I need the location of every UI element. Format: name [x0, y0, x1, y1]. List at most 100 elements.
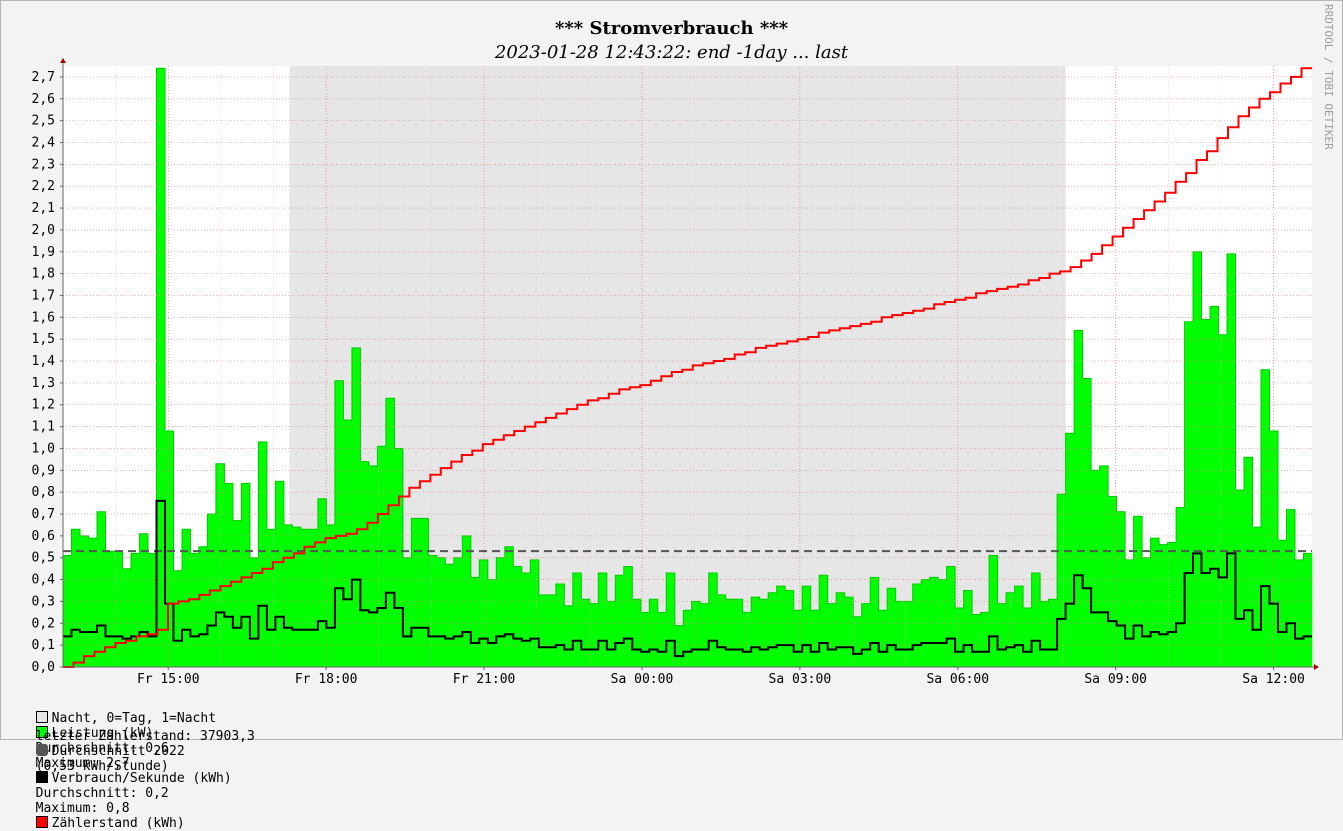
- leistung-bar: [1244, 457, 1253, 667]
- grid-lines: [63, 66, 1312, 668]
- leistung-swatch: [35, 726, 48, 738]
- y-tick-label: 1,1: [32, 420, 55, 435]
- leistung-bar: [300, 529, 310, 667]
- legend-verbrauch-max: Maximum: 0,8: [35, 801, 130, 816]
- leistung-bar: [598, 573, 608, 667]
- leistung-bar: [844, 597, 854, 667]
- leistung-bar: [164, 430, 174, 667]
- leistung-bar: [734, 599, 744, 667]
- legend-night-label: Nacht, 0=Tag, 1=Nacht: [51, 711, 217, 726]
- leistung-bar: [1048, 599, 1058, 667]
- x-axis-arrow: [1314, 664, 1319, 670]
- leistung-bar: [1108, 496, 1117, 667]
- leistung-bar: [385, 398, 395, 667]
- legend-leistung: Leistung (kW): [35, 726, 153, 741]
- leistung-bar: [1057, 494, 1066, 667]
- leistung-bar: [912, 583, 922, 667]
- leistung-bar: [649, 599, 659, 667]
- leistung-bar: [1295, 559, 1304, 667]
- y-tick-label: 1,5: [32, 332, 55, 347]
- leistung-bar: [759, 599, 769, 667]
- leistung-bar: [173, 570, 183, 667]
- chart-subtitle: 2023-01-28 12:43:22: end -1day ... last: [494, 42, 849, 63]
- leistung-bar: [725, 599, 735, 667]
- legend-zaehler: Zählerstand (kWh): [35, 816, 185, 831]
- leistung-bar: [1006, 592, 1015, 667]
- x-tick-label: Fr 21:00: [453, 672, 516, 687]
- y-tick-labels: 0,0 0,1 0,2 0,3 0,4 0,5 0,6 0,7 0,8 0,9 1,0 1,1 1,2 1…: [32, 70, 63, 675]
- leistung-bar: [1252, 527, 1262, 667]
- leistung-bar: [657, 612, 667, 667]
- leistung-bar: [802, 586, 811, 667]
- leistung-bar: [309, 529, 319, 667]
- axes: [60, 58, 1319, 670]
- x-tick-label: Sa 09:00: [1084, 672, 1147, 687]
- leistung-bar: [887, 588, 896, 667]
- leistung-bar: [870, 577, 879, 667]
- leistung-bar: [1235, 489, 1245, 667]
- leistung-bar: [861, 603, 871, 667]
- y-tick-label: 1,0: [32, 441, 55, 456]
- x-tick-labels: Fr 15:00 Fr 18:00 Fr 21:00 Sa 00:00 Sa 03:00…: [137, 667, 1305, 687]
- leistung-bar: [1218, 334, 1228, 667]
- y-tick-label: 0,0: [32, 660, 55, 675]
- leistung-bar: [249, 557, 259, 667]
- y-tick-label: 0,8: [32, 485, 55, 500]
- legend-avg-2022-rate: (0,53 kWh/Stunde): [35, 759, 169, 774]
- zaehler-swatch: [35, 816, 48, 828]
- leistung-bar: [63, 555, 72, 667]
- leistung-bar: [929, 577, 939, 667]
- leistung-bar: [1065, 433, 1075, 667]
- leistung-bar: [1261, 369, 1270, 667]
- leistung-bar: [1184, 321, 1194, 667]
- leistung-bar: [751, 597, 761, 667]
- leistung-bar: [1176, 507, 1185, 667]
- leistung-bar: [632, 599, 642, 667]
- leistung-bar: [428, 555, 438, 667]
- leistung-bar: [793, 610, 803, 667]
- verbrauch-line: [63, 499, 1312, 658]
- leistung-bar: [1303, 553, 1313, 667]
- leistung-bar: [700, 603, 710, 667]
- leistung-bar: [1167, 542, 1177, 667]
- leistung-bar: [402, 557, 412, 667]
- legend-avg-2022-label: Durchschnitt 2022: [51, 744, 185, 759]
- leistung-bar: [776, 586, 786, 667]
- leistung-bar: [156, 68, 166, 667]
- leistung-bar: [1014, 586, 1024, 667]
- y-tick-label: 0,1: [32, 638, 55, 653]
- leistung-bar: [462, 535, 472, 667]
- leistung-bar: [980, 612, 990, 667]
- y-tick-label: 0,4: [32, 573, 56, 588]
- leistung-bar: [963, 590, 973, 667]
- leistung-bar: [1125, 559, 1134, 667]
- leistung-bar: [819, 575, 828, 667]
- night-swatch: [35, 711, 48, 723]
- leistung-bar: [547, 594, 557, 667]
- leistung-bar: [1193, 251, 1202, 667]
- x-tick-label: Sa 06:00: [926, 672, 989, 687]
- leistung-bar: [606, 601, 616, 667]
- legend-verbrauch-avg: Durchschnitt: 0,2: [35, 786, 169, 801]
- legend-last-reading: letzter Zählerstand: 37903,3: [35, 729, 255, 744]
- leistung-bar: [343, 420, 353, 667]
- y-tick-label: 0,6: [32, 529, 55, 544]
- leistung-bar: [96, 511, 106, 667]
- leistung-bar: [1150, 538, 1160, 667]
- leistung-bar: [538, 594, 548, 667]
- leistung-bar: [1159, 544, 1168, 667]
- leistung-bar: [1023, 607, 1032, 667]
- leistung-bar: [1116, 511, 1126, 667]
- leistung-bar: [71, 529, 81, 667]
- leistung-bar: [683, 610, 693, 667]
- x-tick-label: Sa 03:00: [769, 672, 832, 687]
- leistung-bar: [419, 518, 429, 667]
- y-tick-label: 1,9: [32, 245, 55, 260]
- x-tick-label: Fr 18:00: [295, 672, 358, 687]
- x-tick-label: Sa 00:00: [611, 672, 674, 687]
- y-tick-label: 1,2: [32, 398, 55, 413]
- leistung-bar: [1082, 378, 1092, 667]
- leistung-bar: [572, 573, 582, 667]
- leistung-bar: [895, 601, 905, 667]
- leistung-bar: [258, 441, 268, 667]
